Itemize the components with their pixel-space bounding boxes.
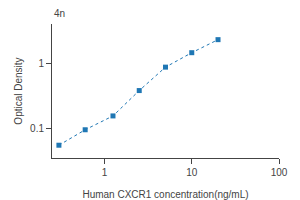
svg-text:1: 1 [38, 58, 44, 69]
svg-text:Optical Density: Optical Density [13, 57, 24, 124]
svg-text:10: 10 [186, 167, 198, 178]
svg-text:0.1: 0.1 [30, 123, 44, 134]
svg-text:1: 1 [102, 167, 108, 178]
svg-text:4n: 4n [54, 8, 65, 19]
svg-text:Human CXCR1 concentration(ng/m: Human CXCR1 concentration(ng/mL) [82, 189, 248, 200]
svg-text:100: 100 [271, 167, 288, 178]
